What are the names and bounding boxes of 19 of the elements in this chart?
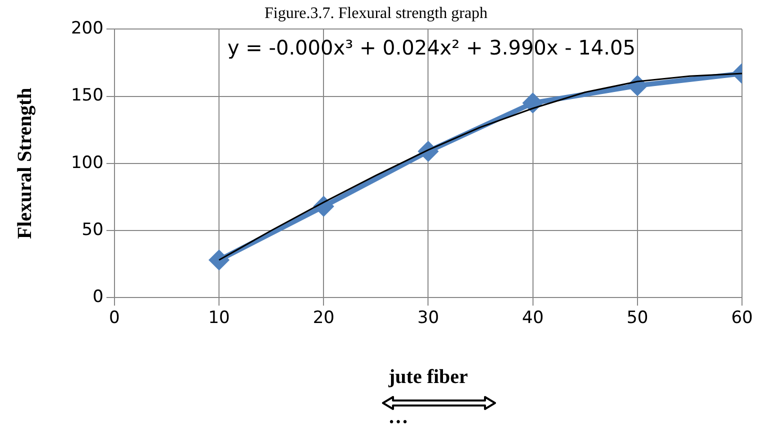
x-tick-label: 0 [109,308,120,328]
x-tick-label: 40 [522,308,544,328]
x-tick-label: 30 [417,308,440,328]
text: … [388,406,408,428]
y-tick-label: 50 [82,220,104,240]
y-tick-label: 0 [92,287,104,308]
annotation: y = -0.000x³ + 0.024x² + 3.990x - 14.05 [227,35,636,60]
x-tick-label: 50 [626,308,648,328]
y-tick-label: 100 [70,152,104,173]
y-axis-title: Flexural Strength [14,88,36,240]
y-tick-label: 200 [70,18,104,39]
x-tick-label: 10 [208,308,230,328]
point [523,94,542,113]
x-tick-label: 60 [731,308,753,328]
chart-title: Figure.3.7. Flexural strength graph [264,4,488,22]
point [210,250,229,270]
x-axis-title: jute fiber [388,366,468,388]
x-tick-label: 20 [312,308,334,328]
y-tick-label: 150 [70,86,104,106]
